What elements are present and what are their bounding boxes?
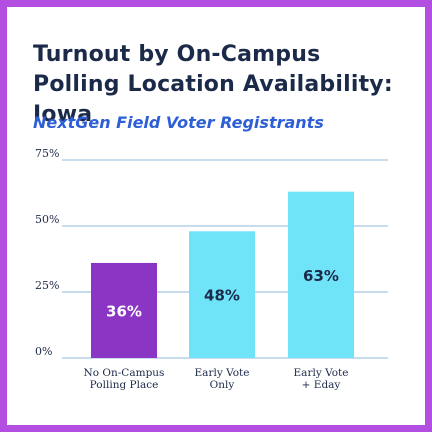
category-label: Polling Place — [90, 379, 159, 391]
y-tick-label: 0% — [35, 345, 52, 358]
data-label: 36% — [106, 302, 142, 320]
bar — [189, 231, 255, 358]
y-tick-label: 75% — [35, 147, 59, 160]
bar — [288, 191, 354, 358]
y-tick-label: 50% — [35, 213, 59, 226]
chart-title: Turnout by On-Campus Polling Location Av… — [33, 42, 393, 127]
category-label: + Eday — [302, 379, 341, 391]
category-label: Only — [210, 379, 235, 391]
category-label: No On-Campus — [84, 367, 165, 379]
chart-subtitle: NextGen Field Voter Registrants — [33, 113, 324, 132]
bar — [91, 262, 157, 358]
data-label: 63% — [303, 267, 339, 285]
category-label: Early Vote — [195, 367, 250, 379]
data-label: 48% — [204, 287, 240, 305]
y-tick-label: 25% — [35, 279, 59, 292]
category-label: Early Vote — [294, 367, 349, 379]
